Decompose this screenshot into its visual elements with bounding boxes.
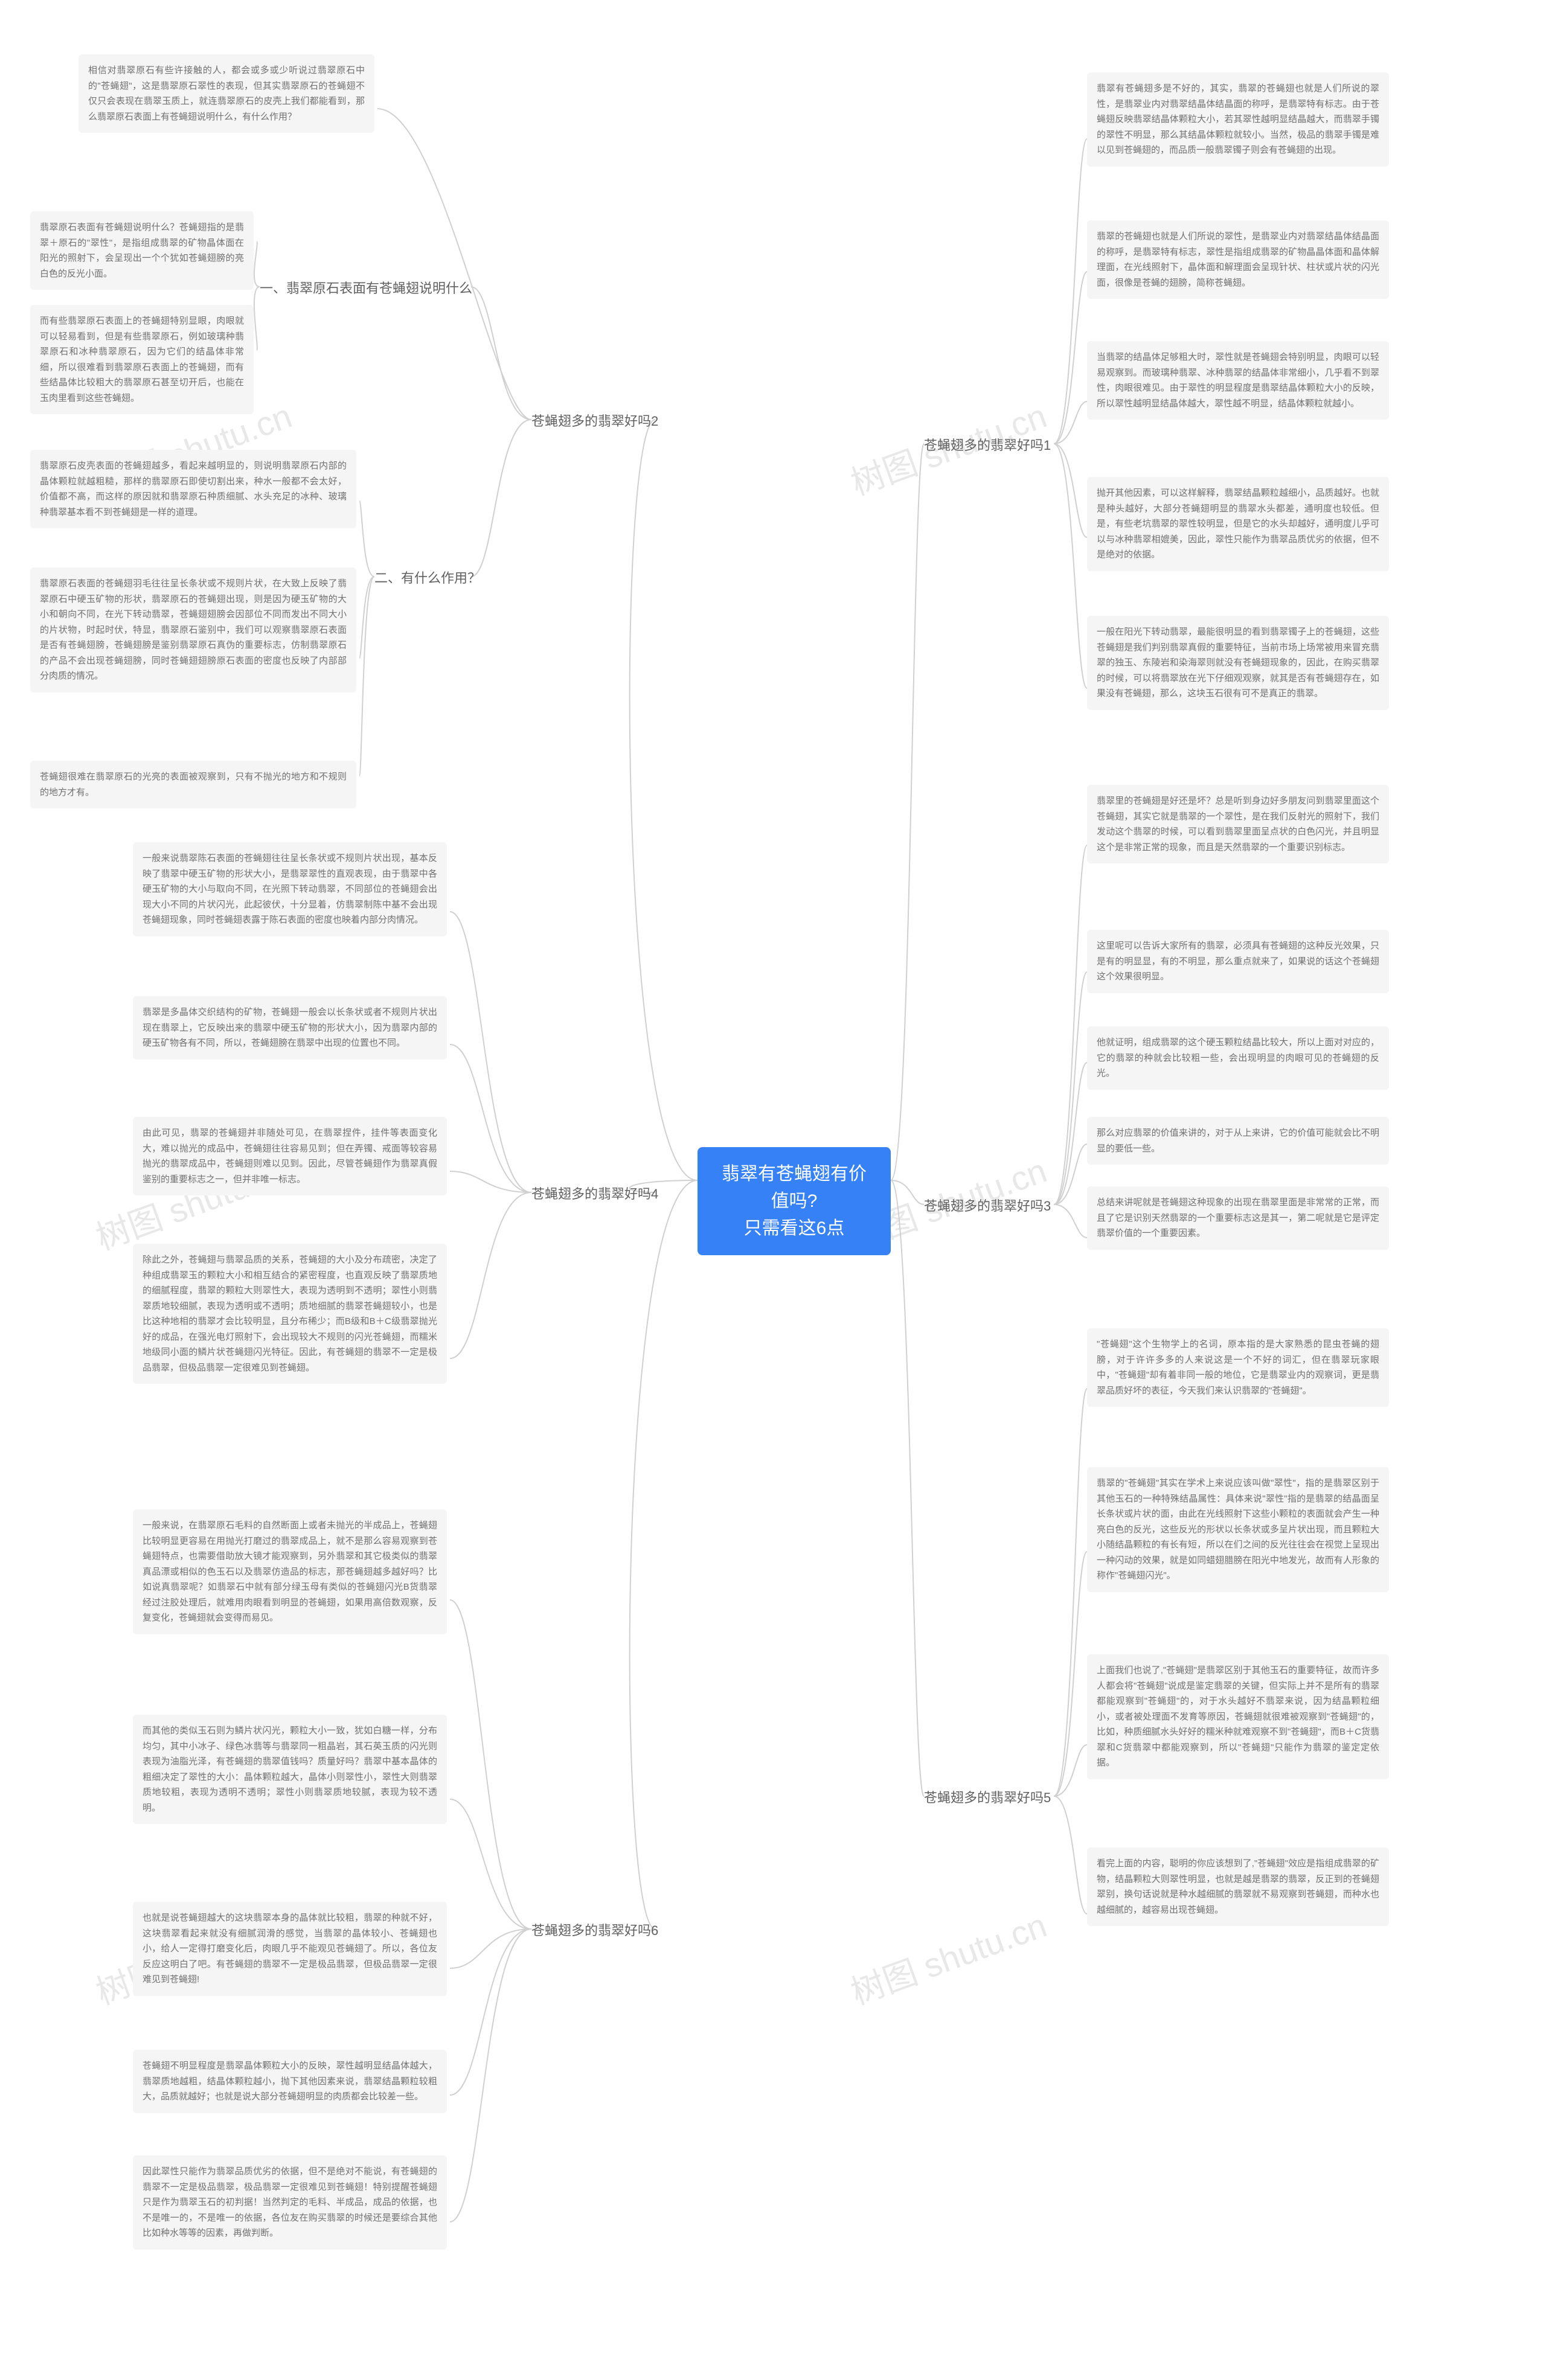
leaf-node[interactable]: 翡翠的"苍蝇翅"其实在学术上来说应该叫做"翠性"，指的是翡翠区别于其他玉石的一种… xyxy=(1087,1467,1389,1592)
center-line2: 只需看这6点 xyxy=(716,1215,873,1242)
leaf-node[interactable]: 由此可见，翡翠的苍蝇翅并非随处可见，在翡翠捏件，挂件等表面变化大，难以抛光的成品… xyxy=(133,1117,447,1195)
leaf-node[interactable]: 翡翠是多晶体交织结构的矿物，苍蝇翅一般会以长条状或者不规则片状出现在翡翠上，它反… xyxy=(133,996,447,1060)
leaf-node[interactable]: 因此翠性只能作为翡翠品质优劣的依据，但不是绝对不能说，有苍蝇翅的翡翠不一定是极品… xyxy=(133,2155,447,2250)
branch-b6[interactable]: 苍蝇翅多的翡翠好吗6 xyxy=(531,1920,658,1939)
leaf-node[interactable]: 翡翠有苍蝇翅多是不好的，其实，翡翠的苍蝇翅也就是人们所说的翠性，是翡翠业内对翡翠… xyxy=(1087,72,1389,167)
leaf-node[interactable]: 翡翠的苍蝇翅也就是人们所说的翠性，是翡翠业内对翡翠结晶体结晶面的称呼，是翡翠特有… xyxy=(1087,220,1389,299)
leaf-node[interactable]: "苍蝇翅"这个生物学上的名词，原本指的是大家熟悉的昆虫苍蝇的翅膀，对于许许多多的… xyxy=(1087,1328,1389,1407)
branch-b4[interactable]: 苍蝇翅多的翡翠好吗4 xyxy=(531,1183,658,1203)
leaf-node[interactable]: 一般来说翡翠陈石表面的苍蝇翅往往呈长条状或不规则片状出现，基本反映了翡翠中硬玉矿… xyxy=(133,842,447,936)
leaf-node[interactable]: 相信对翡翠原石有些许接触的人，都会或多或少听说过翡翠原石中的"苍蝇翅"，这是翡翠… xyxy=(79,54,374,133)
leaf-node[interactable]: 而有些翡翠原石表面上的苍蝇翅特别显眼，肉眼就可以轻易看到，但是有些翡翠原石，例如… xyxy=(30,305,254,414)
leaf-node[interactable]: 除此之外，苍蝇翅与翡翠品质的关系，苍蝇翅的大小及分布疏密，决定了种组成翡翠玉的颗… xyxy=(133,1244,447,1384)
leaf-node[interactable]: 看完上面的内容，聪明的你应该想到了,"苍蝇翅"效应是指组成翡翠的矿物，结晶颗粒大… xyxy=(1087,1847,1389,1926)
leaf-node[interactable]: 当翡翠的结晶体足够粗大时，翠性就是苍蝇翅会特别明显，肉眼可以轻易观察到。而玻璃种… xyxy=(1087,341,1389,420)
leaf-node[interactable]: 而其他的类似玉石则为鳞片状闪光，颗粒大小一致，犹如白糖一样，分布均匀，其中小冰子… xyxy=(133,1715,447,1824)
branch-b3[interactable]: 苍蝇翅多的翡翠好吗3 xyxy=(924,1195,1051,1215)
branch-b2a[interactable]: 一、翡翠原石表面有苍蝇翅说明什么 xyxy=(260,278,472,297)
leaf-node[interactable]: 抛开其他因素，可以这样解释，翡翠结晶颗粒越细小，品质越好。也就是种头越好，大部分… xyxy=(1087,477,1389,571)
branch-b5[interactable]: 苍蝇翅多的翡翠好吗5 xyxy=(924,1787,1051,1806)
mindmap-center[interactable]: 翡翠有苍蝇翅有价值吗? 只需看这6点 xyxy=(698,1147,891,1255)
leaf-node[interactable]: 一般来说，在翡翠原石毛料的自然断面上或者未抛光的半成品上，苍蝇翅比较明显更容易在… xyxy=(133,1509,447,1634)
leaf-node[interactable]: 苍蝇翅很难在翡翠原石的光亮的表面被观察到，只有不抛光的地方和不规则的地方才有。 xyxy=(30,761,356,808)
leaf-node[interactable]: 上面我们也说了,"苍蝇翅"是翡翠区别于其他玉石的重要特征，故而许多人都会将"苍蝇… xyxy=(1087,1654,1389,1779)
leaf-node[interactable]: 翡翠原石表面有苍蝇翅说明什么？苍蝇翅指的是翡翠＋原石的"翠性"，是指组成翡翠的矿… xyxy=(30,211,254,290)
branch-b2b[interactable]: 二、有什么作用？ xyxy=(374,568,481,587)
leaf-node[interactable]: 这里呢可以告诉大家所有的翡翠，必须具有苍蝇翅的这种反光效果，只是有的明显显，有的… xyxy=(1087,930,1389,993)
branch-b2[interactable]: 苍蝇翅多的翡翠好吗2 xyxy=(531,411,658,430)
leaf-node[interactable]: 翡翠原石表面的苍蝇翅羽毛往往呈长条状或不规则片状，在大致上反映了翡翠原石中硬玉矿… xyxy=(30,568,356,693)
center-line1: 翡翠有苍蝇翅有价值吗? xyxy=(716,1160,873,1215)
leaf-node[interactable]: 他就证明，组成翡翠的这个硬玉颗粒结晶比较大，所以上面对对应的，它的翡翠的种就会比… xyxy=(1087,1026,1389,1090)
watermark: 树图 shutu.cn xyxy=(843,1898,1053,2014)
leaf-node[interactable]: 总结来讲呢就是苍蝇翅这种现象的出现在翡翠里面是非常常的正常，而且了它是识别天然翡… xyxy=(1087,1186,1389,1250)
leaf-node[interactable]: 一般在阳光下转动翡翠，最能很明显的看到翡翠镯子上的苍蝇翅，这些苍蝇翅是我们判别翡… xyxy=(1087,616,1389,710)
branch-b1[interactable]: 苍蝇翅多的翡翠好吗1 xyxy=(924,435,1051,454)
leaf-node[interactable]: 也就是说苍蝇翅越大的这块翡翠本身的晶体就比较粗，翡翠的种就不好，这块翡翠看起来就… xyxy=(133,1902,447,1996)
leaf-node[interactable]: 那么对应翡翠的价值来讲的，对于从上来讲，它的价值可能就会比不明显的要低一些。 xyxy=(1087,1117,1389,1165)
leaf-node[interactable]: 翡翠里的苍蝇翅是好还是坏？总是听到身边好多朋友问到翡翠里面这个苍蝇翅，其实它就是… xyxy=(1087,785,1389,863)
leaf-node[interactable]: 苍蝇翅不明显程度是翡翠晶体颗粒大小的反映，翠性越明显结晶体越大，翡翠质地越粗，结… xyxy=(133,2050,447,2113)
leaf-node[interactable]: 翡翠原石皮壳表面的苍蝇翅越多，看起来越明显的，则说明翡翠原石内部的晶体颗粒就越粗… xyxy=(30,450,356,528)
